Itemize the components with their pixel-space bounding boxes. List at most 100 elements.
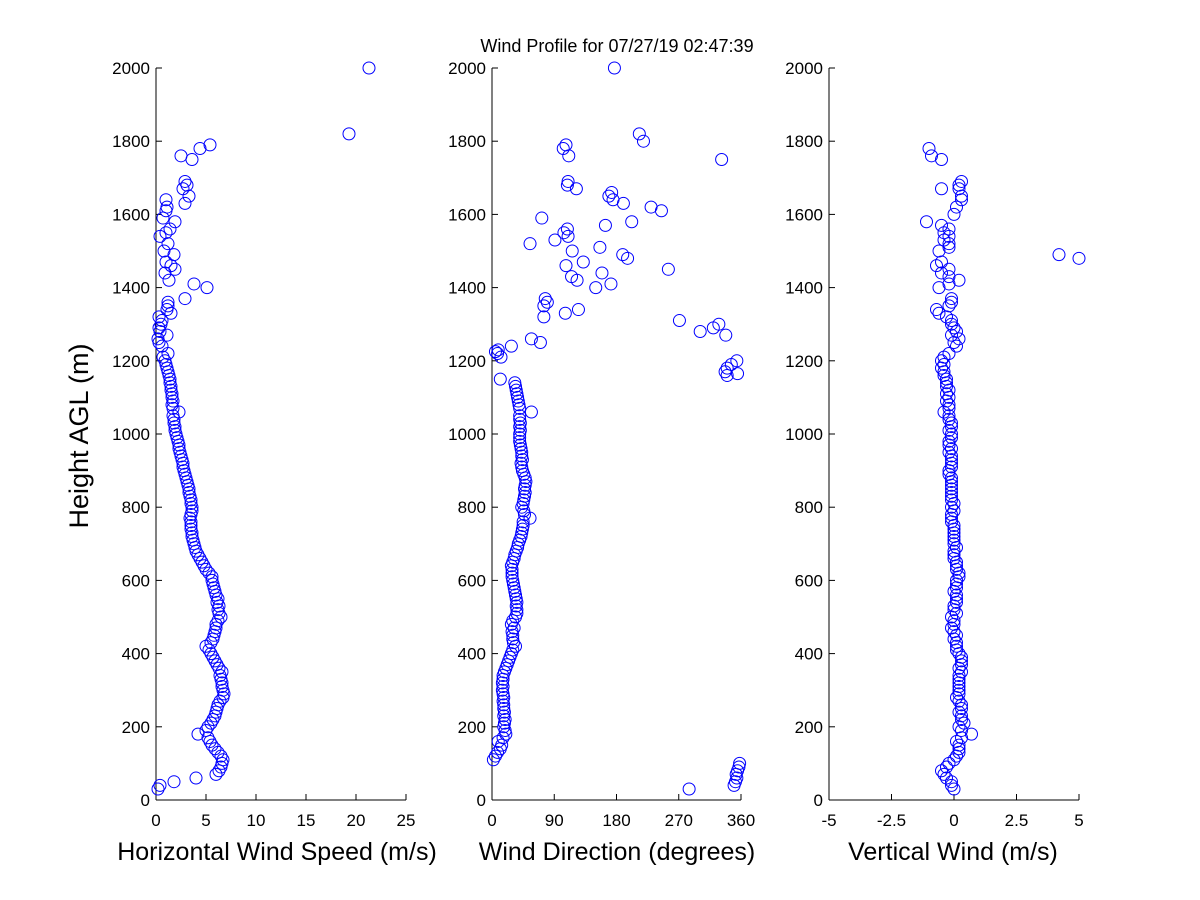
- y-tick-label: 1000: [112, 425, 150, 444]
- data-point: [180, 178, 194, 192]
- data-point: [158, 354, 172, 368]
- data-point: [152, 310, 166, 324]
- y-tick-label: 1000: [448, 425, 486, 444]
- data-point: [548, 233, 562, 247]
- data-point: [202, 566, 216, 580]
- data-point: [559, 259, 573, 273]
- data-point: [693, 325, 707, 339]
- y-tick-label: 400: [122, 645, 150, 664]
- data-point: [205, 738, 219, 752]
- data-point: [940, 760, 953, 774]
- data-point: [942, 222, 956, 236]
- data-point: [947, 529, 961, 543]
- data-point: [932, 306, 946, 320]
- y-tick-label: 1600: [112, 205, 150, 224]
- data-point: [155, 314, 169, 328]
- y-tick-label: 200: [795, 718, 823, 737]
- data-point: [153, 778, 167, 792]
- data-point: [486, 753, 500, 767]
- data-point: [945, 453, 958, 467]
- data-point: [165, 390, 179, 404]
- data-point: [955, 712, 968, 726]
- data-point: [593, 240, 607, 254]
- data-point: [496, 731, 510, 745]
- data-point: [957, 716, 971, 730]
- data-point: [513, 431, 527, 445]
- data-point: [161, 295, 175, 309]
- data-point: [505, 566, 519, 580]
- y-tick-label: 200: [458, 718, 486, 737]
- data-point: [515, 449, 529, 463]
- y-tick-label: 600: [122, 571, 150, 590]
- y-tick-label: 1400: [448, 279, 486, 298]
- data-point: [163, 376, 177, 390]
- data-point: [215, 680, 229, 694]
- data-point: [632, 127, 646, 141]
- data-point: [210, 658, 224, 672]
- y-tick-label: 1400: [112, 279, 150, 298]
- data-point: [945, 442, 958, 456]
- data-point: [945, 486, 958, 500]
- data-point: [935, 266, 948, 280]
- data-point: [204, 716, 218, 730]
- y-tick-label: 1200: [112, 352, 150, 371]
- data-point: [945, 778, 958, 792]
- data-point: [942, 299, 956, 313]
- data-point: [952, 182, 966, 196]
- data-point: [952, 694, 966, 708]
- data-point: [602, 189, 616, 203]
- data-point: [730, 354, 744, 368]
- data-point: [947, 782, 961, 796]
- data-point: [151, 782, 165, 796]
- data-point: [491, 734, 505, 748]
- data-point: [565, 270, 579, 284]
- data-point: [516, 515, 530, 529]
- data-point: [720, 361, 734, 375]
- data-point: [955, 174, 968, 188]
- y-tick-label: 1400: [785, 279, 823, 298]
- data-point: [935, 218, 948, 232]
- data-point: [193, 142, 207, 156]
- data-point: [731, 367, 745, 381]
- data-point: [589, 281, 603, 295]
- data-point: [920, 215, 933, 229]
- data-point: [182, 486, 196, 500]
- data-point: [195, 555, 209, 569]
- data-point: [945, 317, 958, 331]
- data-point: [945, 471, 958, 485]
- panel-vertical-wind: 0 200 400 600 800 1000 1200 1400 1600 1800 2000 -5 -…: [785, 59, 1086, 866]
- x-tick-label: 15: [297, 811, 316, 830]
- data-point: [510, 606, 524, 620]
- y-tick-label: 1800: [448, 132, 486, 151]
- data-point: [178, 174, 192, 188]
- data-point: [947, 537, 961, 551]
- data-point: [214, 610, 228, 624]
- data-point: [523, 237, 537, 251]
- data-point: [203, 138, 217, 152]
- data-point: [167, 775, 181, 789]
- data-point: [176, 460, 190, 474]
- data-point: [516, 519, 530, 532]
- data-point: [935, 182, 948, 196]
- data-point: [208, 742, 222, 756]
- data-point: [950, 592, 963, 606]
- y-tick-label: 1200: [448, 352, 486, 371]
- data-point: [201, 731, 215, 745]
- y-tick-label: 1800: [785, 132, 823, 151]
- data-point: [950, 200, 963, 214]
- data-point: [595, 266, 609, 280]
- data-point: [945, 482, 958, 496]
- data-point: [215, 665, 229, 679]
- y-tick-label: 1800: [112, 132, 150, 151]
- data-point: [945, 460, 958, 474]
- x-tick-label: 20: [347, 811, 366, 830]
- data-point: [162, 273, 176, 287]
- data-point: [204, 647, 218, 661]
- data-point: [942, 423, 956, 437]
- data-point: [197, 559, 211, 573]
- data-point: [565, 244, 579, 258]
- data-point: [945, 489, 958, 503]
